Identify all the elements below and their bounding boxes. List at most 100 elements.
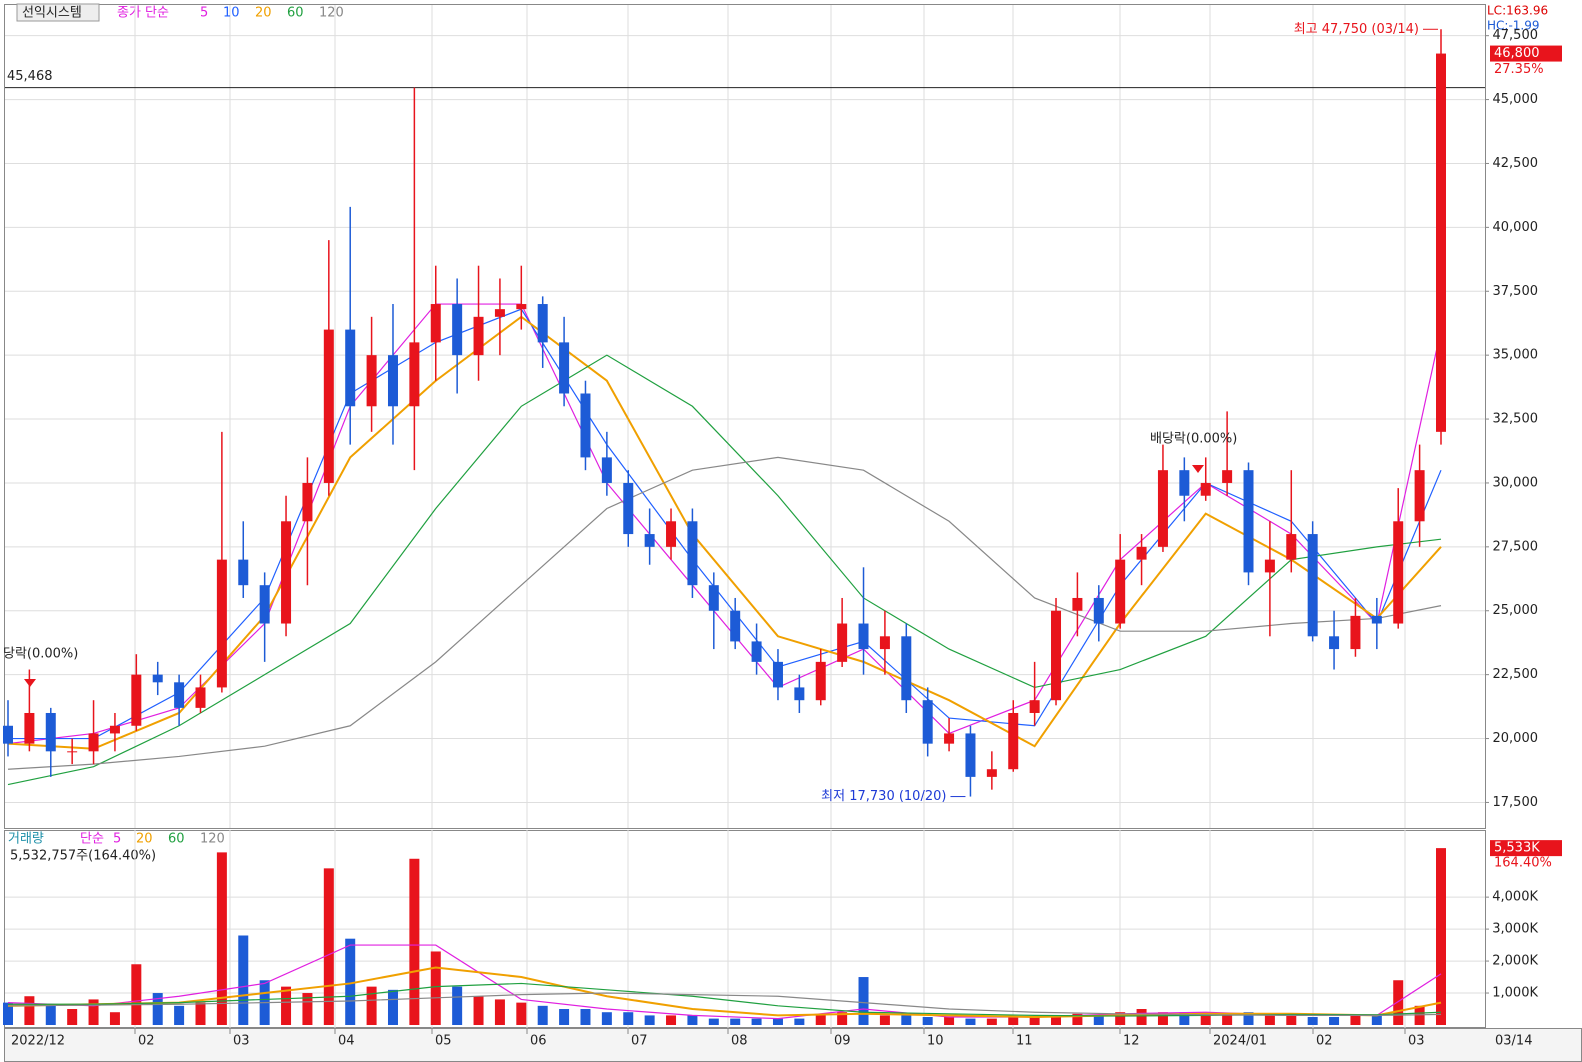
candle-body xyxy=(730,610,741,642)
candle-body xyxy=(794,687,805,701)
volume-bar xyxy=(516,1002,527,1025)
y-tick-label: 42,500 xyxy=(1493,156,1539,171)
legend-label: 종가 단순 xyxy=(117,6,169,21)
candle-body xyxy=(195,687,206,708)
volume-bar xyxy=(45,1005,56,1025)
y-tick-label: 20,000 xyxy=(1493,731,1539,746)
lc-label: LC:163.96 xyxy=(1487,4,1548,18)
candle-body xyxy=(238,559,249,586)
legend-entry: 5 xyxy=(200,6,208,21)
volume-bar xyxy=(986,1018,997,1025)
volume-bar xyxy=(772,1018,783,1025)
volume-bar xyxy=(858,977,869,1025)
candle-body xyxy=(537,304,548,343)
volume-bar xyxy=(216,852,227,1025)
volume-bar xyxy=(1008,1017,1019,1025)
volume-bar xyxy=(837,1012,848,1025)
volume-bar xyxy=(238,935,249,1025)
volume-bar xyxy=(730,1018,741,1025)
x-tick-label: 06 xyxy=(530,1034,547,1049)
volume-bar xyxy=(944,1017,955,1025)
volume-bar xyxy=(666,1015,677,1025)
volume-bar xyxy=(323,868,334,1025)
x-axis-strip xyxy=(4,1028,1582,1062)
low-note: 최저 17,730 (10/20) xyxy=(821,789,946,804)
candle-body xyxy=(644,534,655,547)
volume-bar xyxy=(3,1002,13,1025)
legend-entry: 20 xyxy=(255,6,272,21)
volume-bar xyxy=(687,1015,698,1025)
ma-line xyxy=(7,992,1442,1017)
volume-bar xyxy=(24,996,35,1025)
volume-bar xyxy=(879,1015,890,1025)
candle-body xyxy=(1436,53,1446,432)
hc-label: HC:-1.99 xyxy=(1487,19,1540,33)
ex-dividend-label: 배당락(0.00%) xyxy=(1150,432,1237,447)
last-change-label: 27.35% xyxy=(1494,62,1544,77)
candle-body xyxy=(387,355,398,407)
x-tick-label: 07 xyxy=(631,1034,648,1049)
last-volume-box xyxy=(1490,840,1562,857)
ma-line xyxy=(7,966,1442,1019)
candle-body xyxy=(1051,610,1062,701)
volume-bar xyxy=(1072,1013,1083,1025)
x-tick-label: 2024/01 xyxy=(1213,1034,1267,1049)
volume-bar xyxy=(1286,1015,1297,1025)
candle-body xyxy=(708,585,719,611)
candle-body xyxy=(45,712,56,752)
legend-entry: 120 xyxy=(319,6,344,21)
ex-dividend-marker xyxy=(1192,465,1204,473)
candle-body xyxy=(815,661,826,701)
candle-body xyxy=(1222,470,1233,483)
y-tick-label: 35,000 xyxy=(1493,348,1539,363)
y-tick-label: 2,000K xyxy=(1492,954,1538,969)
candle-body xyxy=(623,482,634,535)
candle-body xyxy=(1157,470,1168,547)
x-tick-label: 03 xyxy=(1408,1034,1425,1049)
volume-bar xyxy=(537,1005,548,1025)
last-volume-label: 5,533K xyxy=(1494,841,1540,856)
candle-body xyxy=(1329,636,1340,650)
volume-summary: 5,532,757주(164.40%) xyxy=(10,849,156,864)
y-tick-label: 27,500 xyxy=(1493,539,1539,554)
volume-bar xyxy=(1414,1005,1425,1025)
candle-body xyxy=(986,769,997,777)
candle-body xyxy=(516,304,527,310)
candle-body xyxy=(1350,615,1361,650)
y-tick-label: 3,000K xyxy=(1492,922,1538,937)
y-tick-label: 47,500 xyxy=(1493,28,1539,43)
x-tick-label: 12 xyxy=(1123,1034,1140,1049)
candle-body xyxy=(559,342,570,394)
candle-body xyxy=(601,457,612,483)
last-volume-change: 164.40% xyxy=(1494,856,1552,871)
y-tick-label: 4,000K xyxy=(1492,890,1538,905)
last-price-label: 46,800 xyxy=(1494,46,1540,61)
volume-bar xyxy=(1029,1017,1040,1025)
legend-entry: 10 xyxy=(223,6,240,21)
candle-body xyxy=(922,700,933,744)
candle-body xyxy=(281,521,292,624)
y-tick-label: 17,500 xyxy=(1493,795,1539,810)
candle-body xyxy=(837,623,848,662)
volume-bar xyxy=(1307,1017,1318,1025)
candle-body xyxy=(24,712,35,744)
volume-bar xyxy=(409,858,420,1025)
chart-title: 선익시스템 xyxy=(22,6,82,21)
candle-body xyxy=(323,329,334,483)
volume-bar xyxy=(195,1002,206,1025)
volume-bar xyxy=(88,999,99,1025)
ma-line xyxy=(7,456,1442,770)
candle-body xyxy=(879,636,890,650)
ma-line xyxy=(7,315,1442,750)
candle-body xyxy=(901,636,912,701)
volume-bar xyxy=(67,1009,78,1025)
volume-bar xyxy=(109,1012,120,1025)
volume-bar xyxy=(345,938,356,1025)
candle-body xyxy=(131,674,142,726)
candle-body xyxy=(1029,700,1040,713)
volume-bar xyxy=(174,1005,185,1025)
volume-bar xyxy=(1329,1017,1340,1025)
volume-bar xyxy=(131,964,142,1025)
volume-bar xyxy=(965,1018,976,1025)
